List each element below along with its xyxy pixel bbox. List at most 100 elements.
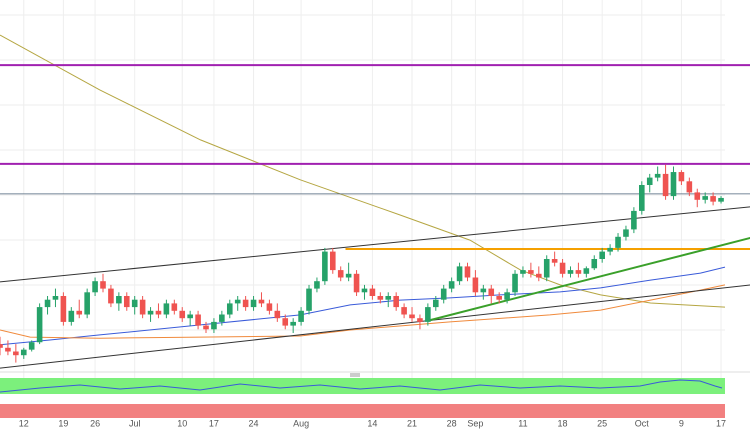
candle-body (353, 273, 360, 293)
candle-body (20, 349, 27, 356)
candle-body (440, 288, 447, 300)
candle-body (36, 307, 43, 343)
candle-body (329, 251, 336, 271)
candle-body (369, 288, 376, 296)
candle-body (242, 299, 249, 308)
candle-body (258, 299, 265, 304)
candle-body (76, 310, 83, 315)
candle-body (361, 288, 368, 293)
candle-body (702, 196, 708, 200)
candle-body (187, 314, 193, 319)
candle-body (599, 251, 605, 259)
candle-body (282, 318, 289, 326)
candle-body (60, 296, 67, 322)
candle-body (147, 310, 154, 315)
candle-body (488, 288, 495, 296)
overlay-line (0, 284, 726, 339)
x-tick-label: 12 (19, 418, 29, 428)
candle-body (425, 307, 431, 322)
candle-body (591, 259, 598, 269)
candle-body (631, 210, 637, 230)
candle-body (710, 196, 716, 202)
candle-body (512, 273, 518, 293)
h-grid (0, 14, 725, 331)
x-tick-label: 24 (249, 418, 259, 428)
x-tick-label: 18 (558, 418, 568, 428)
candle-body (92, 281, 98, 293)
candle-body (322, 251, 328, 282)
candle-body (298, 310, 304, 322)
candle-body (575, 270, 582, 274)
candle-body (448, 281, 455, 289)
candle-body (226, 303, 233, 315)
candle-body (623, 229, 629, 237)
candle-body (211, 321, 217, 330)
overlay-line (429, 236, 750, 322)
candle-body (274, 310, 281, 319)
candle-body (290, 321, 296, 326)
x-tick-label: 21 (407, 418, 417, 428)
overlay-line (0, 206, 750, 283)
candle-body (314, 281, 320, 289)
candle-body (131, 299, 138, 308)
candle-body (52, 296, 59, 300)
overlay-lines (0, 34, 750, 369)
candle-body (345, 273, 352, 278)
candle-body (203, 325, 209, 330)
x-tick-label: 17 (209, 418, 219, 428)
candle-body (654, 173, 661, 178)
candle-body (139, 299, 146, 315)
candle-body (520, 270, 526, 274)
candle-body (670, 172, 677, 197)
indicator-lower-band (0, 404, 725, 418)
indicator-line (0, 379, 723, 393)
x-tick-label: Oct (635, 418, 650, 428)
candle-body (84, 292, 90, 315)
candle-body (306, 288, 312, 311)
candle-body (250, 299, 257, 308)
candle-body (393, 296, 399, 308)
x-tick-label: 11 (518, 418, 527, 428)
candle-body (417, 318, 423, 322)
candle-body (583, 268, 590, 274)
candle-body (615, 236, 621, 248)
candle-body (535, 273, 542, 278)
candle-body (678, 172, 685, 182)
x-tick-label: Jul (129, 418, 141, 428)
candle-body (472, 277, 479, 293)
candle-body (686, 181, 693, 193)
x-tick-label: Sep (467, 418, 483, 428)
candle-body (377, 296, 384, 300)
candle-body (646, 177, 653, 185)
candle-body (480, 288, 487, 293)
candle-body (234, 299, 241, 304)
candle-body (116, 296, 122, 304)
candle-body (385, 296, 392, 300)
indicator-upper-band (0, 378, 725, 394)
candle-body (567, 270, 574, 274)
candle-body (28, 342, 35, 350)
candle-body (108, 288, 114, 304)
candle-body (123, 296, 130, 308)
x-tick-label: 25 (597, 418, 607, 428)
candle-body (543, 259, 550, 278)
x-tick-label: 10 (177, 418, 187, 428)
candles (0, 164, 724, 363)
candle-body (528, 270, 534, 274)
candle-body (694, 192, 701, 200)
candle-body (219, 314, 225, 322)
candle-body (5, 347, 11, 352)
x-tick-label: 26 (90, 418, 100, 428)
candle-body (337, 270, 344, 278)
candle-body (266, 303, 273, 311)
candle-body (559, 262, 566, 274)
candle-body (68, 310, 75, 322)
x-tick-label: 9 (679, 418, 684, 428)
x-tick-label: 28 (447, 418, 457, 428)
x-axis: 12 19 26 Jul 10 17 24 Aug 14 21 28 Sep 11 18 25 Oct 9 17 (19, 418, 726, 428)
x-tick-label: 17 (716, 418, 726, 428)
candle-body (464, 266, 471, 278)
overlay-line (0, 266, 726, 346)
candle-body (171, 303, 178, 311)
